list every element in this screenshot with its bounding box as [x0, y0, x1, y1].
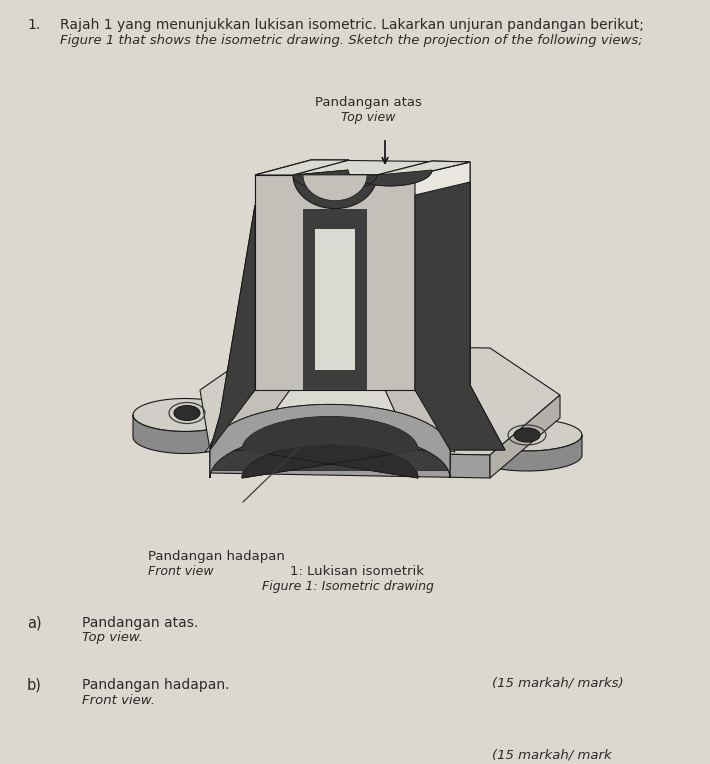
Polygon shape [250, 390, 410, 445]
Polygon shape [315, 228, 355, 370]
Text: Front view.: Front view. [82, 694, 155, 707]
Polygon shape [210, 205, 255, 450]
Polygon shape [255, 160, 470, 175]
Polygon shape [303, 209, 367, 390]
Polygon shape [255, 160, 349, 175]
Polygon shape [415, 162, 470, 390]
Text: Pandangan hadapan.: Pandangan hadapan. [82, 678, 229, 692]
Polygon shape [293, 170, 432, 191]
Polygon shape [293, 170, 432, 191]
Ellipse shape [174, 406, 200, 420]
Polygon shape [210, 404, 450, 450]
Polygon shape [133, 399, 237, 432]
Text: Pandangan atas: Pandangan atas [315, 96, 422, 109]
Polygon shape [415, 182, 505, 450]
Polygon shape [293, 175, 377, 209]
Polygon shape [210, 404, 450, 478]
Polygon shape [210, 205, 255, 450]
Text: (15 markah/ mark: (15 markah/ mark [492, 748, 611, 761]
Polygon shape [303, 175, 367, 201]
Polygon shape [415, 162, 470, 390]
Polygon shape [210, 450, 490, 478]
Polygon shape [385, 390, 455, 452]
Polygon shape [205, 390, 290, 452]
Text: Top view.: Top view. [82, 631, 143, 644]
Polygon shape [377, 161, 470, 175]
Text: 1: Lukisan isometrik: 1: Lukisan isometrik [290, 565, 424, 578]
Text: b): b) [27, 678, 42, 693]
Polygon shape [133, 415, 237, 454]
Polygon shape [490, 395, 560, 478]
Text: a): a) [27, 616, 42, 631]
Polygon shape [242, 416, 418, 450]
Polygon shape [200, 345, 560, 455]
Polygon shape [242, 416, 418, 478]
Polygon shape [377, 161, 470, 175]
Ellipse shape [514, 428, 540, 442]
Polygon shape [210, 404, 450, 450]
Polygon shape [210, 404, 450, 478]
Polygon shape [210, 450, 450, 470]
Polygon shape [472, 419, 582, 451]
Text: Pandangan atas.: Pandangan atas. [82, 616, 198, 630]
Text: Figure 1: Isometric drawing: Figure 1: Isometric drawing [262, 580, 434, 593]
Text: Pandangan hadapan: Pandangan hadapan [148, 550, 285, 563]
Polygon shape [242, 416, 418, 478]
Text: Front view: Front view [148, 565, 214, 578]
Text: Rajah 1 yang menunjukkan lukisan isometric. Lakarkan unjuran pandangan berikut;: Rajah 1 yang menunjukkan lukisan isometr… [60, 18, 644, 32]
Polygon shape [472, 435, 582, 471]
Polygon shape [255, 175, 415, 390]
Polygon shape [255, 175, 415, 390]
Text: 1.: 1. [27, 18, 40, 32]
Text: Top view: Top view [341, 111, 395, 124]
Polygon shape [293, 175, 377, 209]
Polygon shape [242, 416, 418, 450]
Text: Figure 1 that shows the isometric drawing. Sketch the projection of the followin: Figure 1 that shows the isometric drawin… [60, 34, 643, 47]
Polygon shape [415, 182, 505, 450]
Polygon shape [242, 416, 418, 478]
Polygon shape [255, 160, 349, 175]
Text: (15 markah/ marks): (15 markah/ marks) [492, 676, 623, 689]
Polygon shape [303, 175, 367, 201]
